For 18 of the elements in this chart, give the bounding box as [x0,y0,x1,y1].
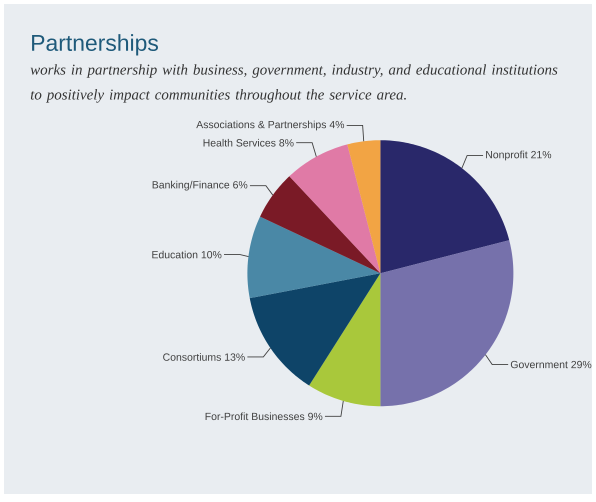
slice-label: Government [510,360,568,368]
slice-label: Consortiums [163,353,221,361]
data-label: 9% [308,412,322,420]
data-label: 13% [225,353,245,361]
chart-subtitle: works in partnership with business, government, industry, and educational institutions to positively impact communities throughout the service area. [30,64,558,103]
data-label: 10% [202,250,222,258]
data-label: 21% [531,150,552,158]
data-label: 29% [571,360,592,368]
data-label: 4% [330,120,344,128]
slice-label: Nonprofit [486,150,528,160]
data-label: 8% [279,139,294,147]
slice-label: Health Services [204,138,276,147]
slice-label: Banking/Finance [152,180,230,191]
chart-title: Partnerships [32,34,158,56]
slice-label: For-Profit Businesses [206,412,304,420]
slice-label: Associations & Partnerships [196,120,326,130]
data-label: 6% [233,181,248,188]
slice-label: Education [152,250,198,258]
